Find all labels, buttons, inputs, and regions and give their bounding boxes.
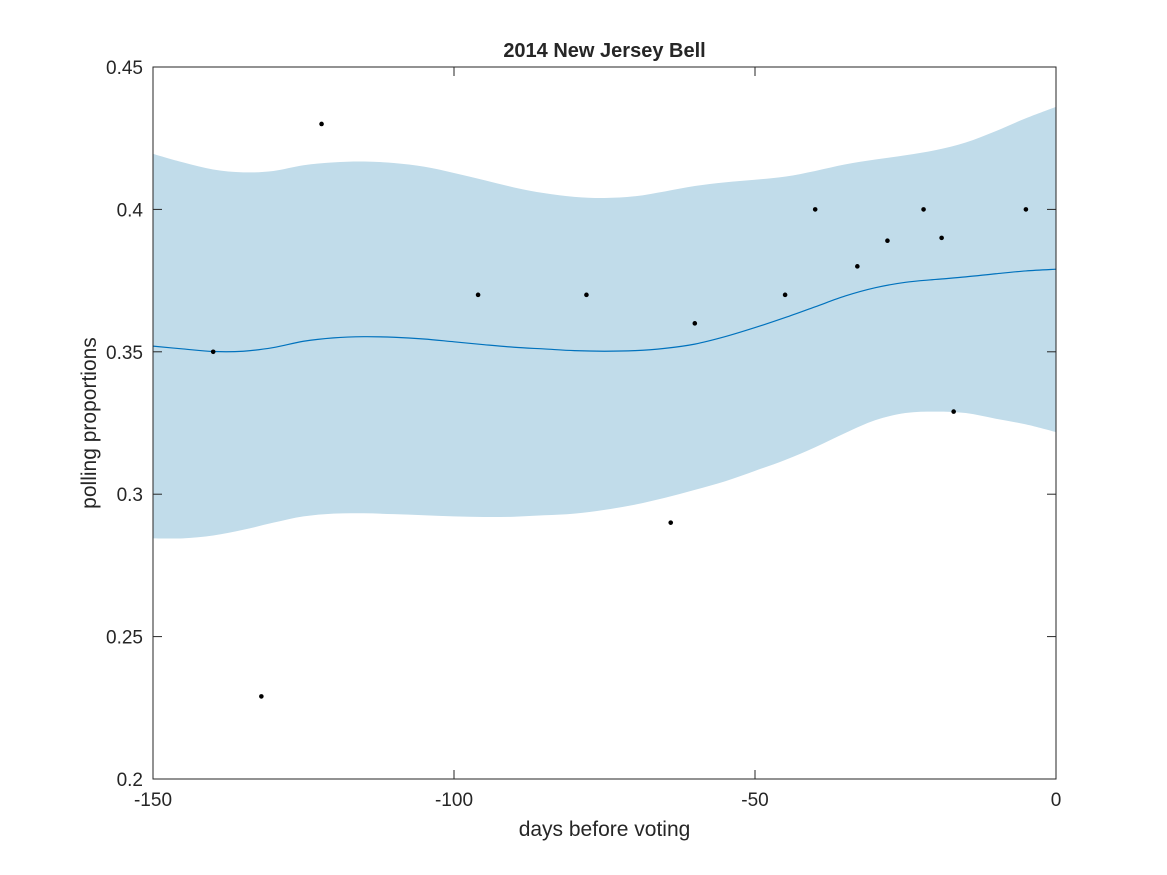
poll-point-14	[951, 409, 956, 414]
axes-box	[152, 66, 1057, 780]
poll-point-3	[319, 121, 324, 127]
x-tick-label: 0	[1051, 790, 1062, 811]
x-tick-label: -150	[134, 790, 172, 811]
poll-point-7	[692, 321, 698, 326]
axis-ticks: -150 -100 -50 0 0.2 0.25 0.3 0.35 0.4 0.45	[106, 58, 1061, 811]
plot-area	[152, 106, 1057, 699]
y-tick-label: 0.45	[106, 58, 143, 79]
x-axis-label: days before voting	[519, 818, 691, 841]
poll-point-4	[475, 292, 481, 298]
x-tick-label: -50	[741, 790, 768, 811]
y-tick-label: 0.25	[106, 628, 143, 649]
y-tick-label: 0.35	[106, 343, 143, 364]
poll-point-5	[584, 292, 589, 298]
y-tick-label: 0.2	[117, 770, 143, 791]
poll-point-11	[885, 238, 890, 244]
poll-point-6	[668, 520, 674, 525]
y-tick-label: 0.4	[117, 200, 144, 221]
poll-point-10	[855, 264, 860, 269]
poll-point-9	[812, 207, 818, 212]
y-tick-label: 0.3	[117, 485, 143, 506]
confidence-band	[153, 106, 1056, 539]
chart-title: 2014 New Jersey Bell	[503, 40, 705, 62]
poll-point-8	[782, 292, 788, 298]
poll-point-12	[921, 207, 926, 212]
y-axis-label: polling proportions	[78, 337, 101, 509]
x-tick-label: -100	[435, 790, 473, 811]
poll-point-15	[1023, 207, 1029, 212]
poll-point-1	[210, 349, 216, 355]
trend-line-1	[152, 268, 1057, 353]
poll-point-13	[939, 235, 944, 241]
poll-point-2	[259, 694, 264, 699]
